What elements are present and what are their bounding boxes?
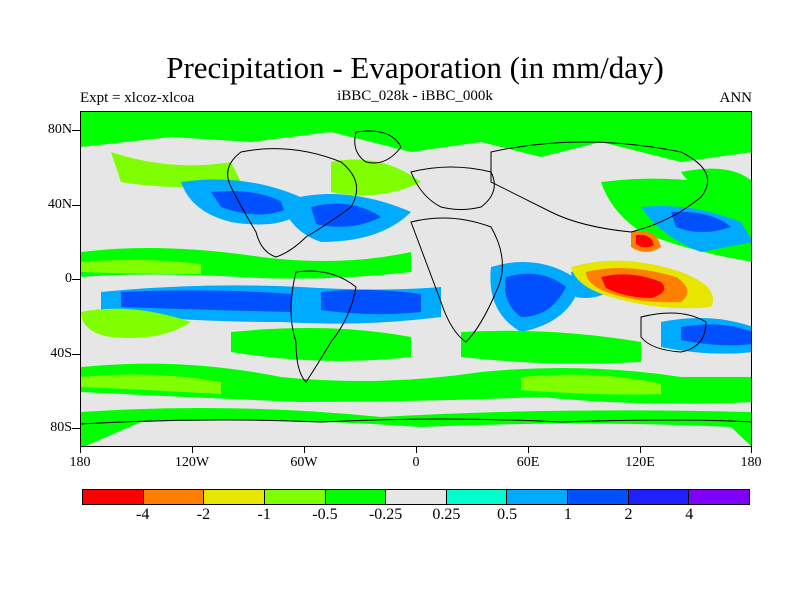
colorbar-label: 2 <box>624 506 633 523</box>
colorbar-swatch <box>689 490 750 504</box>
lon-label-120w: 120W <box>174 455 210 470</box>
lon-label-180w: 180 <box>69 455 91 470</box>
colorbar-swatch <box>264 490 326 504</box>
colorbar-label: -2 <box>196 506 211 523</box>
precip-evap-map <box>81 112 751 446</box>
experiment-difference-label: iBBC_028k - iBBC_000k <box>337 88 493 104</box>
lat-tick <box>72 354 80 355</box>
colorbar <box>82 489 750 505</box>
lon-label-0: 0 <box>412 455 420 470</box>
lat-tick <box>72 428 80 429</box>
lon-tick <box>751 447 752 453</box>
lon-tick <box>304 447 305 453</box>
colorbar-swatch <box>325 490 387 504</box>
lat-tick <box>72 130 80 131</box>
lat-tick <box>72 205 80 206</box>
lat-label-40n: 40N <box>47 197 72 212</box>
lat-label-0: 0 <box>65 271 72 286</box>
experiment-label: Expt = xlcoz-xlcoa <box>80 90 195 106</box>
colorbar-label: 4 <box>685 506 694 523</box>
colorbar-swatch <box>568 490 629 504</box>
lon-label-60e: 60E <box>516 455 540 470</box>
lat-tick <box>72 279 80 280</box>
plot-title: Precipitation - Evaporation (in mm/day) <box>166 50 664 85</box>
colorbar-label: -0.5 <box>312 506 338 523</box>
colorbar-label: -0.25 <box>368 506 403 523</box>
lat-label-80s: 80S <box>50 420 72 435</box>
lon-tick <box>192 447 193 453</box>
lon-tick <box>416 447 417 453</box>
colorbar-label: -1 <box>257 506 271 523</box>
colorbar-label: 0.5 <box>497 506 518 523</box>
lon-tick <box>528 447 529 453</box>
colorbar-swatch <box>628 490 690 504</box>
colorbar-swatch <box>204 490 265 504</box>
colorbar-label: 0.25 <box>432 506 461 523</box>
lon-label-60w: 60W <box>290 455 318 470</box>
lat-label-80n: 80N <box>47 122 72 137</box>
colorbar-swatch <box>386 490 447 504</box>
colorbar-label: -4 <box>136 506 150 523</box>
colorbar-swatch <box>446 490 508 504</box>
colorbar-swatch <box>83 490 144 504</box>
colorbar-swatch <box>143 490 205 504</box>
season-label: ANN <box>719 90 753 106</box>
lon-tick <box>80 447 81 453</box>
lon-label-120e: 120E <box>625 455 655 470</box>
colorbar-swatch <box>507 490 569 504</box>
colorbar-label: 1 <box>563 506 572 523</box>
map-panel <box>80 111 752 447</box>
lon-label-180e: 180 <box>740 455 762 470</box>
lon-tick <box>640 447 641 453</box>
lat-label-40s: 40S <box>50 346 72 361</box>
